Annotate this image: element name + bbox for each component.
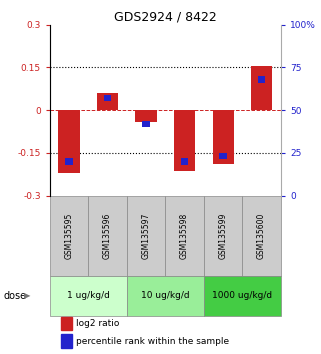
Bar [127, 276, 204, 316]
Text: GSM135596: GSM135596 [103, 212, 112, 259]
Bar [135, 110, 157, 121]
Bar [65, 158, 73, 165]
Bar [127, 196, 165, 276]
Bar [97, 93, 118, 110]
Bar [165, 196, 204, 276]
Text: ▶: ▶ [24, 291, 30, 300]
Bar [258, 76, 265, 82]
Text: GSM135600: GSM135600 [257, 212, 266, 259]
Bar [104, 95, 111, 101]
Text: log2 ratio: log2 ratio [76, 319, 120, 328]
Bar [61, 335, 72, 348]
Bar [61, 317, 72, 330]
Bar [251, 66, 272, 110]
Text: percentile rank within the sample: percentile rank within the sample [76, 337, 230, 346]
Text: 1 ug/kg/d: 1 ug/kg/d [67, 291, 110, 300]
Text: GSM135597: GSM135597 [142, 212, 151, 259]
Bar [58, 110, 80, 173]
Bar [50, 276, 127, 316]
Bar [204, 196, 242, 276]
Bar [204, 276, 281, 316]
Text: GSM135599: GSM135599 [219, 212, 228, 259]
Text: GSM135598: GSM135598 [180, 212, 189, 259]
Bar [242, 196, 281, 276]
Bar [142, 121, 150, 127]
Text: 1000 ug/kg/d: 1000 ug/kg/d [212, 291, 273, 300]
Bar [213, 110, 234, 164]
Text: dose: dose [3, 291, 26, 301]
Bar [174, 110, 195, 171]
Title: GDS2924 / 8422: GDS2924 / 8422 [114, 11, 217, 24]
Bar [50, 196, 88, 276]
Bar [88, 196, 127, 276]
Text: GSM135595: GSM135595 [65, 212, 74, 259]
Text: 10 ug/kg/d: 10 ug/kg/d [141, 291, 190, 300]
Bar [219, 153, 227, 159]
Bar [181, 158, 188, 165]
